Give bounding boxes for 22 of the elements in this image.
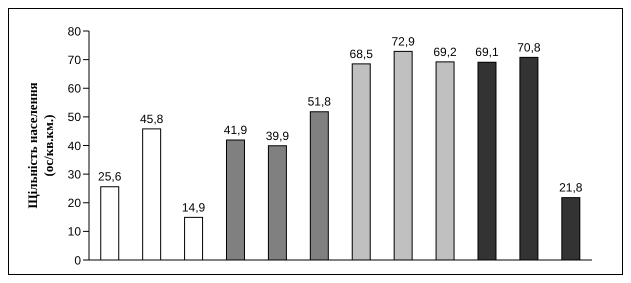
y-tick-label: 0 xyxy=(74,253,82,268)
y-tick-label: 20 xyxy=(68,196,82,210)
data-label: 72,9 xyxy=(391,34,416,48)
data-label: 70,8 xyxy=(517,40,541,54)
data-label: 14,9 xyxy=(182,200,206,214)
data-label: 68,5 xyxy=(350,46,374,61)
data-label: 69,1 xyxy=(475,45,499,60)
y-tick-label: 10 xyxy=(68,224,82,239)
y-tick-label: 60 xyxy=(68,82,82,96)
data-label: 51,8 xyxy=(308,94,332,109)
y-tick-label: 30 xyxy=(68,167,82,182)
y-tick-label: 40 xyxy=(68,138,82,153)
data-label: 45,8 xyxy=(140,112,164,126)
data-label: 25,6 xyxy=(98,170,122,184)
y-axis-title: Щільність населення (ос/кв.км.) xyxy=(25,82,56,209)
data-label: 39,9 xyxy=(266,128,290,143)
data-label: 69,2 xyxy=(433,44,458,59)
y-tick-label: 80 xyxy=(68,24,82,38)
data-label: 21,8 xyxy=(559,180,583,195)
y-tick-label: 70 xyxy=(68,52,82,67)
y-tick-label: 50 xyxy=(68,110,82,124)
data-label: 41,9 xyxy=(224,123,248,138)
